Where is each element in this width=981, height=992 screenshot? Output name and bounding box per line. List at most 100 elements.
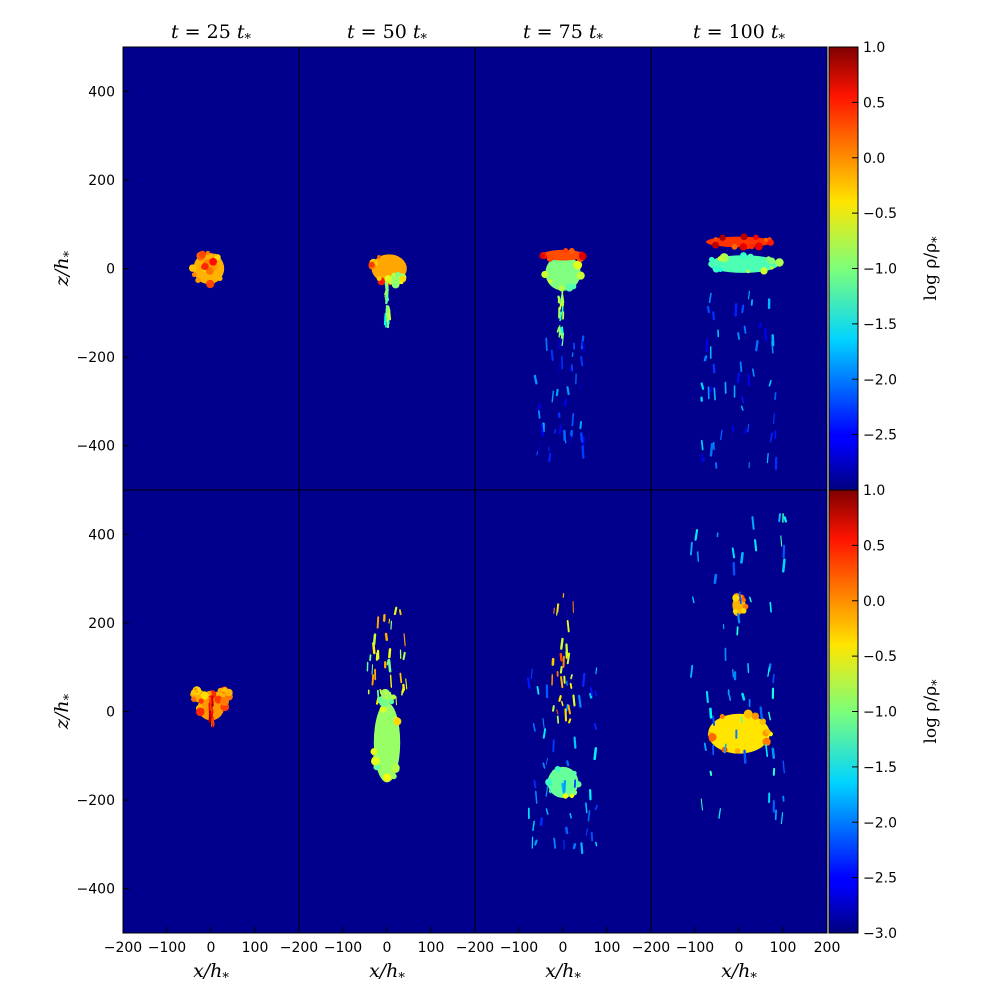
- density-filament: [580, 842, 584, 855]
- density-clump: [712, 264, 721, 273]
- density-feature-0: [547, 766, 579, 798]
- density-filament: [388, 618, 391, 624]
- density-filament: [393, 606, 398, 616]
- panel-r0-c0: −400 −200 0 200 400: [77, 46, 300, 491]
- xtick-label: 100: [594, 940, 621, 956]
- density-clump: [541, 270, 549, 279]
- panel-r0-c2: [474, 46, 652, 491]
- density-filament: [589, 692, 593, 699]
- x-axis-label-3: x/h*: [721, 960, 757, 986]
- density-filament: [388, 308, 392, 321]
- density-filament: [594, 804, 599, 811]
- density-filament: [703, 355, 708, 362]
- density-filament: [743, 325, 747, 334]
- colorbar-tick-label: −1.5: [863, 760, 897, 776]
- density-clump: [719, 713, 725, 720]
- density-clump: [545, 778, 553, 786]
- density-clump: [563, 248, 569, 253]
- density-filament: [731, 425, 735, 432]
- density-filament: [566, 703, 569, 712]
- panel-r1-c3: −200 −100 0 100 200: [632, 489, 840, 956]
- density-filament: [744, 427, 747, 435]
- density-clump: [368, 261, 375, 268]
- colorbar-tick-label: −3.0: [863, 926, 897, 942]
- density-filament: [532, 723, 536, 732]
- panels-layer: −400 −200 0 200 400 −400 −200 0 200 400 −200 −100 0 1…: [77, 46, 840, 956]
- density-filament: [542, 728, 547, 739]
- density-filament: [376, 689, 380, 704]
- density-filament: [402, 683, 406, 691]
- density-clump: [739, 243, 748, 251]
- colorbar-tick-label: 0.5: [863, 538, 885, 554]
- panel-r1-c1: −200 −100 0 100: [280, 489, 476, 956]
- colorbar-tick-label: 0.0: [863, 594, 885, 610]
- density-filament: [587, 810, 591, 822]
- density-clump: [195, 277, 201, 283]
- density-filament: [545, 808, 549, 815]
- density-filament: [385, 298, 389, 305]
- density-clump: [732, 594, 740, 602]
- density-clump: [568, 247, 575, 254]
- density-clump: [753, 234, 759, 241]
- density-clump: [372, 259, 376, 263]
- density-filament: [553, 428, 557, 434]
- xtick-label: −200: [456, 940, 494, 956]
- density-clump: [747, 253, 754, 260]
- density-filament: [558, 327, 562, 336]
- density-clump: [749, 243, 755, 250]
- ytick-label: −400: [77, 439, 115, 455]
- density-clump: [719, 234, 726, 241]
- colorbar-label: log ρ/ρ*: [921, 236, 945, 301]
- xtick-label: 0: [383, 940, 392, 956]
- xtick-label: −100: [500, 940, 538, 956]
- density-filament: [387, 658, 392, 673]
- density-clump: [201, 262, 209, 271]
- density-filament: [577, 694, 582, 708]
- panel-r0-c1: [298, 46, 476, 491]
- density-filament: [384, 632, 389, 641]
- ytick-label: 200: [88, 173, 115, 189]
- density-filament: [403, 633, 406, 647]
- density-filament: [709, 770, 713, 776]
- density-clump: [576, 271, 585, 280]
- density-clump: [777, 260, 782, 265]
- density-filament: [728, 694, 732, 701]
- density-filament: [694, 529, 699, 541]
- colorbar-label: log ρ/ρ*: [921, 679, 945, 744]
- density-filament: [558, 339, 562, 350]
- density-clump: [734, 748, 741, 754]
- density-filament: [559, 666, 563, 674]
- density-filament: [561, 290, 565, 304]
- density-filament: [766, 452, 769, 464]
- density-clump: [546, 255, 554, 262]
- density-filament: [559, 311, 563, 322]
- density-clump: [390, 694, 396, 700]
- density-filament: [740, 405, 744, 411]
- colorbar-tick-label: −1.0: [863, 705, 897, 721]
- x-axis-label-1: x/h*: [369, 960, 405, 986]
- density-filament: [561, 700, 564, 707]
- density-filament: [711, 715, 716, 726]
- ytick-label: 400: [88, 84, 115, 100]
- density-filament: [372, 633, 377, 646]
- density-filament: [749, 596, 752, 603]
- density-clump: [742, 603, 749, 610]
- density-filament: [566, 386, 570, 396]
- density-filament: [532, 820, 536, 832]
- density-filament: [738, 591, 742, 605]
- density-filament: [692, 596, 695, 604]
- density-filament: [773, 413, 775, 425]
- xtick-label: −100: [148, 940, 186, 956]
- density-filament: [566, 652, 571, 665]
- density-filament: [534, 839, 538, 846]
- ytick-label: −200: [77, 793, 115, 809]
- density-filament: [741, 692, 746, 701]
- density-filament: [713, 387, 716, 401]
- density-filament: [550, 349, 554, 361]
- density-clump: [719, 253, 729, 263]
- density-filament: [737, 332, 741, 340]
- density-filament: [732, 669, 735, 678]
- density-filament: [385, 280, 389, 287]
- density-filament: [384, 290, 387, 296]
- density-clump: [713, 237, 718, 241]
